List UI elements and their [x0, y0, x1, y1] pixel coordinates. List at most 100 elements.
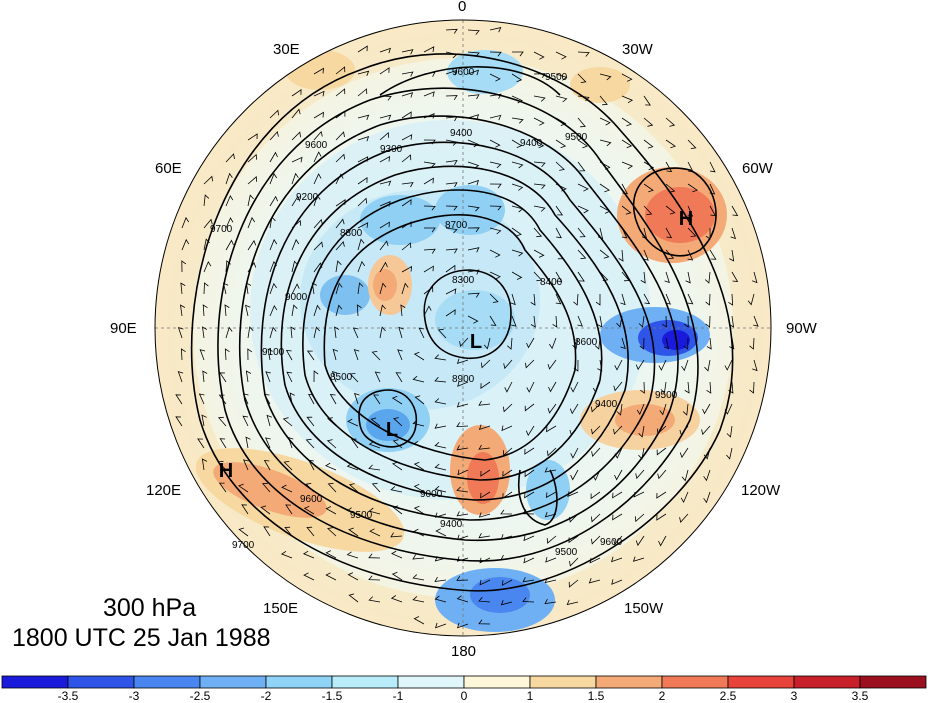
- colorbar-swatch: [67, 675, 135, 689]
- wind-barb: [643, 249, 649, 261]
- wind-barb: [401, 49, 414, 55]
- wind-barb: [242, 415, 249, 427]
- contour-label: 8500: [330, 372, 353, 383]
- wind-barb: [544, 511, 557, 518]
- wind-barb: [391, 550, 403, 559]
- wind-barb: [569, 425, 579, 436]
- wind-barb: [620, 337, 626, 350]
- wind-barb: [705, 315, 711, 328]
- wind-barb: [325, 550, 337, 559]
- wind-barb: [368, 553, 381, 559]
- wind-barb: [544, 577, 557, 584]
- wind-barb: [335, 88, 346, 97]
- wind-barb: [489, 73, 501, 82]
- wind-barb: [752, 359, 758, 372]
- wind-barb: [638, 447, 645, 460]
- wind-barb: [225, 217, 234, 229]
- wind-barb: [291, 89, 302, 97]
- wind-barb: [569, 557, 579, 567]
- longitude-label: 60W: [742, 160, 773, 177]
- wind-barb: [291, 108, 301, 119]
- wind-barb: [379, 326, 386, 339]
- wind-barb: [591, 513, 601, 523]
- wind-barb: [334, 326, 340, 339]
- longitude-label: 30W: [622, 41, 653, 58]
- wind-barb: [434, 556, 447, 562]
- wind-barb: [511, 95, 523, 104]
- wind-barb: [489, 293, 499, 303]
- wind-barb: [589, 557, 601, 564]
- wind-barb: [523, 535, 535, 542]
- wind-barb: [181, 260, 187, 273]
- wind-barb: [480, 491, 491, 499]
- wind-barb: [291, 260, 299, 273]
- wind-barb: [500, 554, 513, 561]
- wind-barb: [181, 216, 190, 229]
- wind-barb: [724, 403, 733, 415]
- wind-barb: [412, 440, 425, 449]
- wind-barb: [413, 505, 425, 515]
- wind-barb: [401, 154, 412, 163]
- colorbar-tick-label: 2: [658, 689, 666, 703]
- wind-barb: [524, 403, 535, 412]
- wind-barb: [203, 261, 212, 273]
- wind-barb: [478, 597, 491, 603]
- wind-barb: [489, 161, 502, 169]
- high-pressure-label: H: [679, 208, 693, 230]
- colorbar-tick-label: -3: [128, 689, 140, 703]
- wind-barb: [414, 395, 425, 405]
- wind-barb: [390, 532, 403, 538]
- wind-barb: [621, 271, 630, 282]
- wind-barb: [709, 183, 716, 195]
- wind-barb: [335, 66, 346, 75]
- wind-barb: [217, 460, 227, 471]
- wind-barb: [599, 139, 612, 147]
- wind-barb: [566, 599, 579, 606]
- wind-barb: [621, 139, 633, 149]
- wind-barb: [413, 528, 425, 537]
- wind-barb: [618, 249, 624, 262]
- wind-barb: [456, 622, 469, 629]
- wind-barb: [501, 425, 513, 432]
- wind-barb: [179, 304, 186, 317]
- colorbar-swatch: [793, 675, 861, 689]
- wind-barb: [379, 180, 392, 187]
- wind-barb: [658, 359, 667, 371]
- wind-barb: [555, 51, 567, 60]
- wind-barb: [533, 117, 545, 126]
- wind-barb: [201, 414, 207, 427]
- contour-label: 9600: [300, 494, 323, 505]
- wind-barb: [247, 348, 253, 361]
- wind-barb: [395, 372, 403, 383]
- colorbar-tick-label: -3.5: [57, 689, 79, 703]
- wind-barb: [423, 305, 432, 317]
- contour-label: 9500: [565, 132, 588, 143]
- wind-barb: [706, 381, 712, 394]
- wind-barb: [633, 491, 645, 498]
- wind-barb: [327, 527, 337, 537]
- wind-barb: [423, 161, 436, 168]
- wind-barb: [238, 527, 249, 537]
- colorbar-swatch: [529, 675, 597, 689]
- wind-barb: [423, 46, 435, 53]
- wind-barb: [225, 153, 235, 163]
- wind-barb: [306, 526, 315, 537]
- contour-label: 8700: [445, 220, 468, 231]
- wind-barb: [269, 305, 278, 317]
- wind-barb: [280, 550, 293, 559]
- wind-barb: [281, 484, 293, 493]
- wind-barb: [434, 485, 447, 493]
- wind-barb: [225, 195, 234, 207]
- wind-barb: [379, 221, 390, 229]
- wind-barb: [379, 201, 391, 207]
- longitude-label: 90W: [786, 320, 817, 337]
- wind-barb: [489, 183, 502, 189]
- wind-barb: [313, 326, 320, 339]
- wind-barb: [313, 90, 325, 97]
- wind-barb: [567, 491, 579, 497]
- wind-barb: [218, 482, 227, 493]
- wind-barb: [435, 528, 447, 537]
- wind-barb: [544, 467, 557, 473]
- wind-barb: [665, 249, 675, 260]
- wind-barb: [511, 205, 524, 213]
